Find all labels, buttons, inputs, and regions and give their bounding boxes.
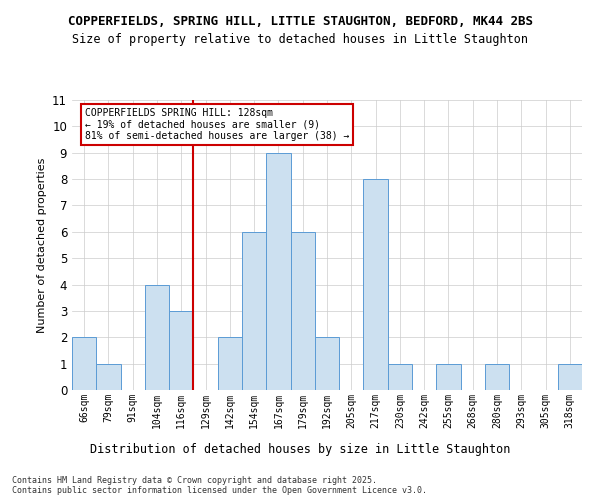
Bar — [388, 364, 412, 390]
Text: Size of property relative to detached houses in Little Staughton: Size of property relative to detached ho… — [72, 32, 528, 46]
Bar — [242, 232, 266, 390]
Bar — [485, 364, 509, 390]
Y-axis label: Number of detached properties: Number of detached properties — [37, 158, 47, 332]
Bar — [436, 364, 461, 390]
Bar — [266, 152, 290, 390]
Text: Distribution of detached houses by size in Little Staughton: Distribution of detached houses by size … — [90, 442, 510, 456]
Bar — [96, 364, 121, 390]
Bar — [72, 338, 96, 390]
Bar — [145, 284, 169, 390]
Text: Contains HM Land Registry data © Crown copyright and database right 2025.
Contai: Contains HM Land Registry data © Crown c… — [12, 476, 427, 495]
Bar — [218, 338, 242, 390]
Text: COPPERFIELDS, SPRING HILL, LITTLE STAUGHTON, BEDFORD, MK44 2BS: COPPERFIELDS, SPRING HILL, LITTLE STAUGH… — [67, 15, 533, 28]
Bar — [315, 338, 339, 390]
Bar — [558, 364, 582, 390]
Bar — [364, 179, 388, 390]
Bar — [290, 232, 315, 390]
Bar — [169, 311, 193, 390]
Text: COPPERFIELDS SPRING HILL: 128sqm
← 19% of detached houses are smaller (9)
81% of: COPPERFIELDS SPRING HILL: 128sqm ← 19% o… — [85, 108, 349, 141]
